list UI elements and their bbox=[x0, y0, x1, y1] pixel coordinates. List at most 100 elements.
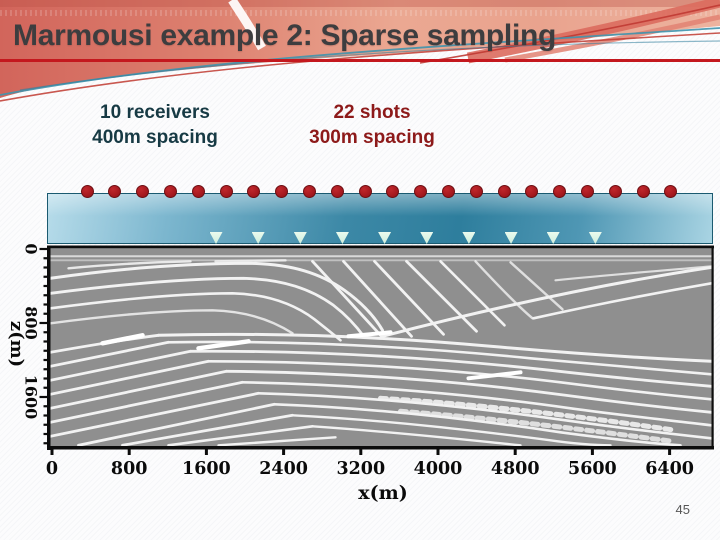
x-tick-label: 6400 bbox=[645, 459, 694, 479]
z-minor-tick bbox=[43, 331, 47, 334]
reflector-path bbox=[196, 339, 251, 351]
z-minor-tick bbox=[43, 358, 47, 362]
header-swoosh-red-2 bbox=[504, 14, 720, 63]
x-tick bbox=[282, 449, 286, 455]
page-number: 45 bbox=[675, 502, 690, 517]
reflector-path bbox=[207, 360, 712, 401]
z-minor-tick bbox=[43, 257, 47, 260]
z-tick-label: 0 bbox=[22, 243, 41, 254]
shot-marker bbox=[525, 185, 539, 198]
x-tick-label: 3200 bbox=[336, 459, 385, 479]
header-white-slash bbox=[228, 0, 266, 51]
x-tick-label: 1600 bbox=[182, 459, 231, 479]
z-tick-labels: 0 800 1600 bbox=[22, 243, 41, 419]
x-tick-label: 800 bbox=[111, 459, 148, 479]
shot-marker bbox=[191, 185, 205, 198]
x-tick-labels: 0 800 1600 2400 3200 4000 4800 5600 6400 bbox=[46, 459, 694, 479]
z-minor-tick bbox=[43, 303, 47, 306]
header-line-teal-2 bbox=[19, 40, 720, 91]
reflector-path bbox=[50, 349, 192, 382]
z-minor-tick bbox=[43, 368, 47, 371]
shot-marker bbox=[636, 185, 650, 198]
shots-count-label: 22 shots bbox=[333, 102, 411, 123]
reflector-path bbox=[398, 408, 675, 444]
shot-marker bbox=[553, 185, 567, 198]
shot-marker bbox=[330, 185, 344, 198]
z-major-tick bbox=[39, 247, 47, 251]
x-tick bbox=[590, 449, 594, 455]
z-major-tick bbox=[39, 321, 47, 325]
x-tick bbox=[204, 449, 208, 455]
z-minor-tick bbox=[43, 386, 47, 389]
seismic-reflectors bbox=[50, 255, 712, 447]
receivers-spacing-label: 400m spacing bbox=[92, 126, 218, 148]
reflector-path bbox=[50, 276, 366, 339]
reflector-path bbox=[373, 259, 445, 336]
reflector-path bbox=[157, 332, 712, 363]
seismic-figure: 0 800 1600 2400 3200 4000 4800 5600 6400 0 800 160… bbox=[6, 243, 714, 504]
reflector-path bbox=[50, 340, 170, 368]
z-major-tick bbox=[39, 395, 47, 399]
shot-marker bbox=[497, 185, 511, 198]
shot-marker bbox=[664, 185, 678, 198]
reflector-path bbox=[67, 260, 192, 270]
reflector-path bbox=[346, 330, 393, 339]
shot-marker bbox=[441, 185, 455, 198]
reflector-path bbox=[225, 369, 712, 414]
z-minor-tick bbox=[43, 312, 47, 315]
reflector-path bbox=[509, 261, 564, 311]
shot-marker bbox=[275, 185, 289, 198]
z-minor-tick bbox=[43, 340, 47, 343]
reflector-path bbox=[342, 259, 413, 338]
reflector-path bbox=[50, 291, 342, 342]
z-tick-label: 1600 bbox=[22, 375, 41, 420]
z-minor-tick bbox=[43, 432, 47, 436]
x-tick bbox=[127, 449, 131, 455]
reflector-path bbox=[291, 414, 612, 447]
x-tick-label: 2400 bbox=[259, 459, 308, 479]
reflector-path bbox=[50, 261, 384, 332]
reflector-path bbox=[50, 380, 244, 424]
x-tick bbox=[436, 449, 440, 455]
reflector-path bbox=[167, 425, 314, 447]
shot-marker bbox=[358, 185, 372, 198]
frame-right bbox=[711, 245, 714, 450]
shot-marker bbox=[163, 185, 177, 198]
x-tick bbox=[513, 449, 517, 455]
z-minor-tick bbox=[43, 275, 47, 278]
z-minor-tick bbox=[43, 349, 47, 352]
slide-title: Marmousi example 2: Sparse sampling bbox=[13, 19, 557, 52]
reflector-path bbox=[217, 436, 337, 447]
z-minor-tick bbox=[43, 284, 47, 288]
z-axis-label: z(m) bbox=[6, 321, 27, 367]
shots-spacing-label: 300m spacing bbox=[309, 126, 435, 148]
reflector-path bbox=[474, 260, 534, 320]
z-minor-tick bbox=[43, 294, 47, 297]
reflector-path bbox=[273, 403, 682, 447]
shot-marker bbox=[108, 185, 122, 198]
x-tick-label: 0 bbox=[46, 459, 58, 479]
x-tick-label: 4800 bbox=[491, 459, 540, 479]
shots-annotation: 22 shots 300m spacing bbox=[282, 101, 462, 150]
frame-top bbox=[47, 245, 714, 249]
receivers-annotation: 10 receivers 400m spacing bbox=[55, 101, 255, 150]
reflector-path bbox=[50, 391, 260, 438]
x-tick-label: 5600 bbox=[568, 459, 617, 479]
reflector-path bbox=[189, 349, 712, 388]
header-band-top-shade bbox=[0, 0, 720, 7]
title-underline bbox=[0, 59, 720, 62]
receivers-count-label: 10 receivers bbox=[100, 102, 210, 123]
reflector-path bbox=[381, 265, 712, 338]
reflector-path bbox=[100, 333, 145, 346]
reflector-path bbox=[167, 340, 712, 376]
reflector-path bbox=[311, 425, 522, 447]
z-minor-tick bbox=[43, 442, 47, 445]
shot-marker bbox=[247, 185, 261, 198]
reflector-path bbox=[121, 413, 294, 447]
z-minor-tick bbox=[43, 423, 47, 426]
header-band bbox=[0, 0, 720, 98]
reflector-path bbox=[50, 359, 210, 396]
acquisition-surface-bar bbox=[47, 185, 713, 244]
shot-marker bbox=[469, 185, 483, 198]
